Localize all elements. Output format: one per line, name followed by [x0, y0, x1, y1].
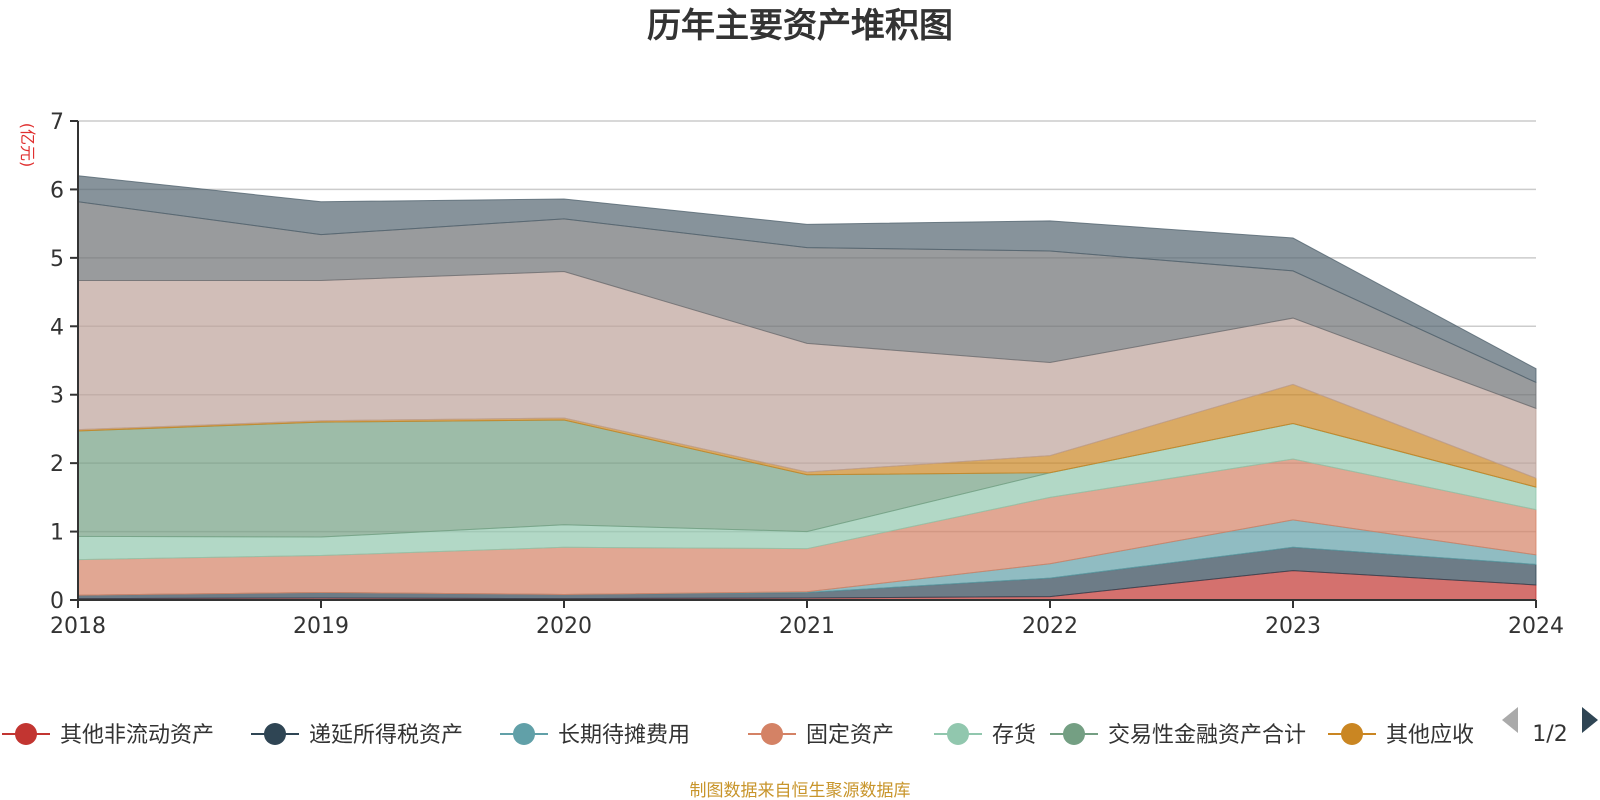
y-axis-ticks: 0 1 2 3 4 5 6 7 — [50, 110, 78, 614]
legend-item-4[interactable]: 存货 — [934, 723, 1036, 748]
x-tick-label-3: 2021 — [779, 614, 835, 639]
x-tick-label-1: 2019 — [293, 614, 349, 639]
legend-pager: 1/2 — [1502, 707, 1598, 747]
x-tick-label-0: 2018 — [50, 614, 106, 639]
stacked-areas — [77, 175, 1537, 601]
legend-label-5: 交易性金融资产合计 — [1108, 723, 1306, 748]
y-tick-label-5: 5 — [50, 247, 64, 272]
legend-label-4: 存货 — [992, 723, 1036, 748]
legend-item-5[interactable]: 交易性金融资产合计 — [1050, 723, 1306, 748]
x-tick-label-4: 2022 — [1022, 614, 1078, 639]
legend-marker-0 — [15, 723, 37, 745]
legend-prev-icon[interactable] — [1502, 707, 1518, 733]
legend-item-2[interactable]: 长期待摊费用 — [500, 723, 690, 748]
legend-label-3: 固定资产 — [806, 723, 894, 748]
legend-label-6: 其他应收 — [1386, 723, 1474, 748]
legend-label-1: 递延所得税资产 — [309, 723, 463, 748]
y-tick-label-2: 2 — [50, 452, 64, 477]
y-tick-label-0: 0 — [50, 589, 64, 614]
legend-marker-2 — [513, 723, 535, 745]
y-tick-label-1: 1 — [50, 521, 64, 546]
legend-marker-4 — [947, 723, 969, 745]
legend-next-icon[interactable] — [1582, 707, 1598, 733]
legend-item-3[interactable]: 固定资产 — [748, 723, 894, 748]
x-axis-ticks: 2018 2019 2020 2021 2022 2023 2024 — [50, 600, 1564, 639]
y-tick-label-4: 4 — [50, 315, 64, 340]
legend-item-6[interactable]: 其他应收 — [1328, 723, 1474, 748]
legend-item-0[interactable]: 其他非流动资产 — [2, 723, 214, 748]
source-note: 制图数据来自恒生聚源数据库 — [690, 781, 911, 800]
area-series-9 — [77, 175, 1537, 384]
legend-marker-1 — [264, 723, 286, 745]
x-tick-label-5: 2023 — [1265, 614, 1321, 639]
legend-label-0: 其他非流动资产 — [60, 723, 214, 748]
y-tick-label-6: 6 — [50, 178, 64, 203]
y-axis-unit-label: (亿元) — [18, 123, 37, 168]
legend-marker-6 — [1341, 723, 1363, 745]
y-tick-label-3: 3 — [50, 384, 64, 409]
legend-marker-5 — [1063, 723, 1085, 745]
y-tick-label-7: 7 — [50, 110, 64, 135]
legend-page-indicator: 1/2 — [1532, 722, 1567, 747]
chart-title: 历年主要资产堆积图 — [647, 6, 953, 46]
legend-label-2: 长期待摊费用 — [558, 723, 690, 748]
legend-marker-3 — [761, 723, 783, 745]
x-tick-label-2: 2020 — [536, 614, 592, 639]
legend-item-1[interactable]: 递延所得税资产 — [251, 723, 463, 748]
legend: 其他非流动资产 递延所得税资产 长期待摊费用 固定资产 存货 交易性金融资产合计 其他应收 — [2, 723, 1474, 748]
x-tick-label-6: 2024 — [1508, 614, 1564, 639]
